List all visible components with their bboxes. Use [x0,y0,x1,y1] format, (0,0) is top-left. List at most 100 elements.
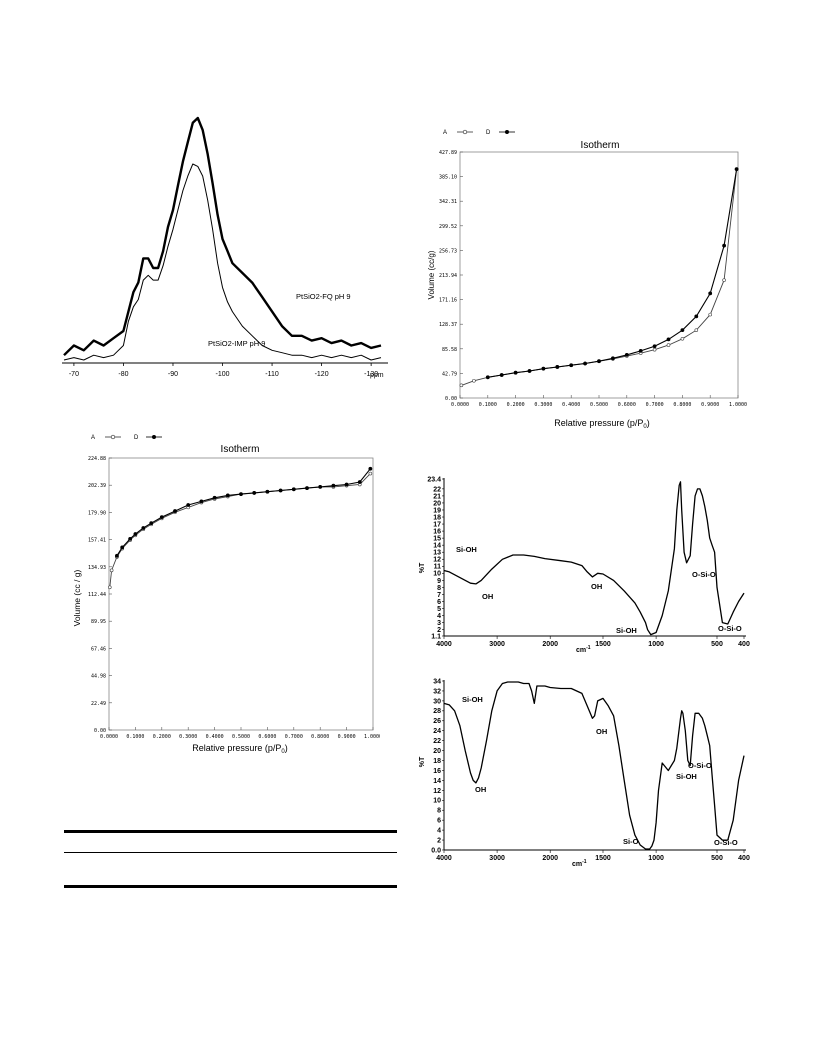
legend: A D [91,434,162,441]
iso2-x-tick-label: 0.4000 [206,734,224,740]
iso1-point-A [722,278,726,282]
iso1-x-tick-label: 0.0000 [451,402,469,408]
iso1-point-A [459,383,464,388]
table-top-rule [64,830,397,833]
ir1-y-tick-label: 23.4 [427,476,441,483]
ir2-x-tick-label: 2000 [542,855,558,862]
iso1-y-tick-label: 128.37 [439,322,457,328]
ir-2-annotation-oh-2: OH [596,727,607,736]
iso2-x-tick-label: 0.2000 [153,734,171,740]
legend-label-d: D [134,435,139,441]
ir-2-annotation-si-o: Si-O [623,837,639,846]
iso1-y-tick-label: 256.73 [439,248,457,254]
ir2-y-tick-label: 32 [433,688,441,695]
isotherm-chart-1: A D Isotherm 0.00 42.79 85.58 128.37 171.16 2… [422,120,760,438]
isotherm-1-svg: A D Isotherm 0.00 42.79 85.58 128.37 171.16 2… [427,129,747,430]
iso1-point-D [624,352,629,357]
iso1-x-tick-label: 0.9000 [701,402,719,408]
iso2-x-tick-label: 0.7000 [285,734,303,740]
ir2-x-tick-label: 400 [738,855,750,862]
iso2-point-A [368,471,373,476]
ir2-x-tick-label: 3000 [489,855,505,862]
iso2-x-tick-label: 0.6000 [258,734,276,740]
iso1-point-D [694,314,699,319]
iso1-point-D [555,365,560,369]
iso2-point-D [239,492,243,497]
isotherm-1-xlabel: Relative pressure (p/P0) [554,418,649,430]
ir1-x-tick-label: 400 [738,641,750,648]
isotherm-chart-2: A D Isotherm 0.00 22.49 44.98 67.46 89.95 112… [70,428,382,758]
iso1-point-D [513,370,518,375]
iso2-point-D [120,545,125,550]
iso1-point-A [666,343,671,347]
iso2-point-D [357,480,362,484]
isotherm-2-svg: A D Isotherm 0.00 22.49 44.98 67.46 89.95 112… [72,434,382,755]
ir-1-annotation-si-oh: Si-OH [456,545,477,554]
legend-label-d: D [486,130,491,136]
iso2-x-tick-label: 0.9000 [338,734,356,740]
ir1-x-tick-label: 4000 [436,641,452,648]
iso2-point-D [278,488,283,493]
nmr-label-imp: PtSiO2-IMP pH 9 [208,339,265,348]
iso1-x-tick-label: 0.4000 [562,402,580,408]
ir-2-annotation-si-oh-2: Si-OH [676,772,697,781]
ir-2-xlabel: cm-1 [572,859,587,868]
table-header-rule [64,852,397,853]
ir2-x-tick-label: 1000 [648,855,664,862]
iso1-x-tick-label: 0.6000 [618,402,636,408]
iso2-series-A [109,473,371,588]
iso1-y-tick-label: 385.10 [439,175,457,181]
ir1-y-tick-label: 2 [437,627,441,634]
iso2-point-D [225,493,230,498]
ir2-y-tick-label: 18 [433,758,441,765]
ir2-x-tick-label: 4000 [436,855,452,862]
ir2-y-tick-label: 12 [433,788,441,795]
ir1-y-tick-label: 3 [437,620,441,627]
table-bottom-rule [64,885,397,888]
ir-1-ylabel: %T [419,562,426,573]
iso2-point-D [344,482,349,487]
iso2-point-D [141,526,146,530]
iso2-point-D [149,521,154,526]
iso1-point-D [652,344,657,349]
ir-spectrum-chart-2: 0.0 2 4 6 8 10 12 14 16 18 20 22 24 26 28 30 32 34 4000 300… [416,672,756,870]
iso1-point-D [541,366,546,371]
isotherm-2-plot-frame [108,457,374,731]
iso2-point-D [159,515,164,520]
ir-1-annotation-o-si-o-1: O-Si-O [692,570,716,579]
ir1-y-tick-label: 6 [437,599,441,606]
iso2-y-tick-label: 67.46 [91,646,106,652]
iso1-x-tick-label: 0.5000 [590,402,608,408]
ir-1-xlabel: cm-1 [576,645,591,654]
ir-1-annotation-o-si-o-2: O-Si-O [718,624,742,633]
iso1-series-A [461,169,738,386]
iso2-point-D [212,495,217,500]
ir1-y-tick-label: 11 [434,564,442,571]
iso2-x-tick-label: 0.3000 [179,734,197,740]
ir2-y-tick-label: 16 [433,768,441,775]
ir2-y-tick-label: 0.0 [431,847,441,854]
iso1-point-D [499,373,504,377]
iso2-point-A [107,585,112,590]
ir1-x-tick-label: 1500 [595,641,611,648]
ir1-y-tick-label: 7 [437,592,441,599]
iso1-point-D [569,363,574,368]
ir1-y-tick-label: 22 [433,486,441,493]
iso2-x-tick-label: 0.1000 [126,734,144,740]
ir1-x-tick-label: 2000 [542,641,558,648]
iso2-y-tick-label: 224.88 [88,456,106,462]
ir2-y-tick-label: 4 [437,828,441,835]
legend-marker-a [462,129,468,135]
iso1-point-A [652,347,657,352]
iso2-point-D [265,489,270,494]
iso2-x-tick-label: 1.0000 [364,734,380,740]
ir2-spectrum-line [443,681,745,850]
iso1-y-tick-label: 342.31 [439,199,457,205]
ir-2-annotation-o-si-o-2: O-Si-O [714,838,738,847]
iso1-point-D [610,356,615,361]
ir2-y-tick-label: 26 [433,718,441,725]
iso2-y-tick-label: 179.90 [88,510,106,516]
legend-marker-d [505,130,509,134]
legend-marker-a [110,434,116,440]
ir2-y-tick-label: 10 [433,798,441,805]
